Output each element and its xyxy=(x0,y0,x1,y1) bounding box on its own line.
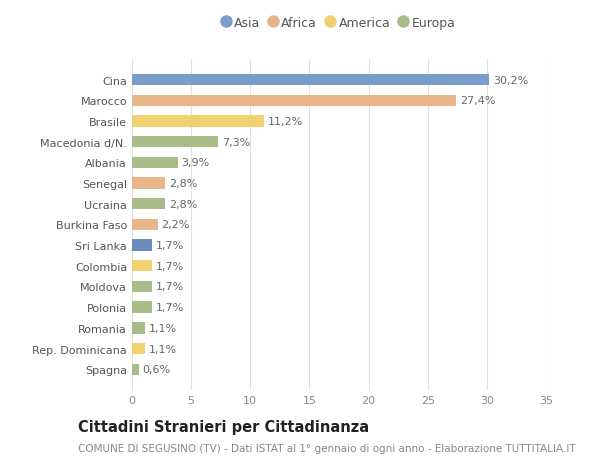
Bar xyxy=(132,116,265,127)
Bar xyxy=(132,157,178,168)
Text: 1,7%: 1,7% xyxy=(155,302,184,313)
Text: 1,1%: 1,1% xyxy=(149,344,176,354)
Legend: Asia, Africa, America, Europa: Asia, Africa, America, Europa xyxy=(219,13,459,34)
Bar xyxy=(132,75,489,86)
Bar xyxy=(132,199,165,210)
Text: Cittadini Stranieri per Cittadinanza: Cittadini Stranieri per Cittadinanza xyxy=(78,419,369,434)
Bar xyxy=(132,343,145,354)
Text: 2,2%: 2,2% xyxy=(161,220,190,230)
Text: COMUNE DI SEGUSINO (TV) - Dati ISTAT al 1° gennaio di ogni anno - Elaborazione T: COMUNE DI SEGUSINO (TV) - Dati ISTAT al … xyxy=(78,443,575,453)
Bar xyxy=(132,219,158,230)
Bar xyxy=(132,137,218,148)
Text: 7,3%: 7,3% xyxy=(222,137,250,147)
Text: 2,8%: 2,8% xyxy=(169,199,197,209)
Text: 11,2%: 11,2% xyxy=(268,117,303,127)
Bar xyxy=(132,178,165,189)
Bar xyxy=(132,261,152,272)
Text: 0,6%: 0,6% xyxy=(143,364,171,375)
Text: 2,8%: 2,8% xyxy=(169,179,197,189)
Text: 1,1%: 1,1% xyxy=(149,323,176,333)
Bar xyxy=(132,364,139,375)
Text: 1,7%: 1,7% xyxy=(155,261,184,271)
Text: 27,4%: 27,4% xyxy=(460,96,495,106)
Text: 3,9%: 3,9% xyxy=(182,158,210,168)
Bar xyxy=(132,240,152,251)
Bar xyxy=(132,323,145,334)
Bar xyxy=(132,95,456,106)
Text: 1,7%: 1,7% xyxy=(155,282,184,292)
Bar xyxy=(132,302,152,313)
Text: 30,2%: 30,2% xyxy=(493,75,528,85)
Text: 1,7%: 1,7% xyxy=(155,241,184,251)
Bar xyxy=(132,281,152,292)
